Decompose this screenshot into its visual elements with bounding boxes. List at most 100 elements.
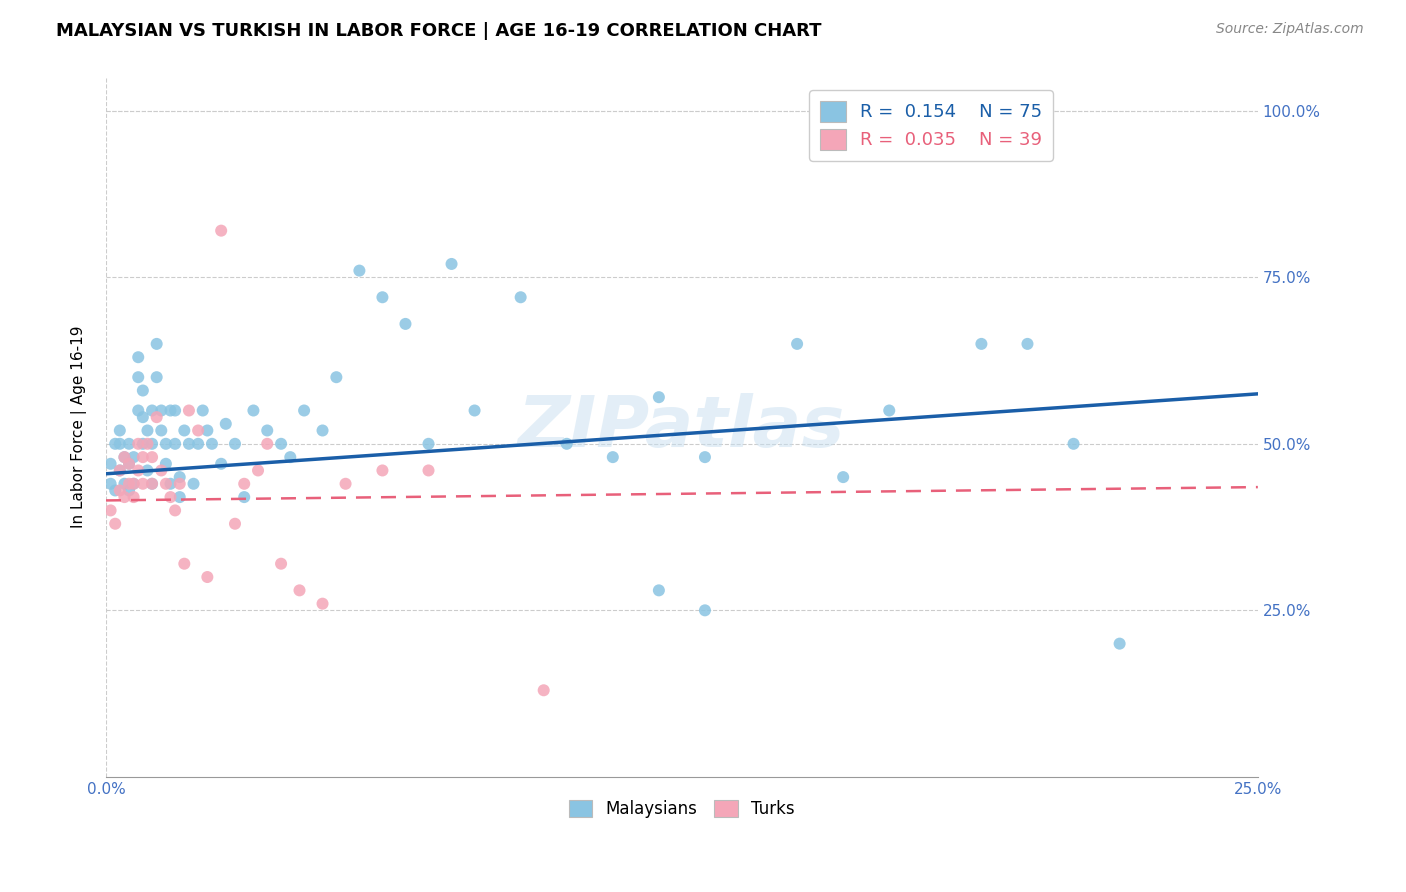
Point: [786, 337, 808, 351]
Point: [100, 476, 122, 491]
Point: [169, 476, 191, 491]
Point: [127, 463, 149, 477]
Point: [127, 403, 149, 417]
Point: [165, 503, 187, 517]
Point: [108, 463, 131, 477]
Point: [270, 557, 292, 571]
Point: [349, 263, 371, 277]
Point: [112, 476, 135, 491]
Point: [311, 597, 333, 611]
Text: ZIPatlas: ZIPatlas: [519, 392, 845, 462]
Point: [187, 437, 209, 451]
Point: [648, 390, 671, 404]
Point: [247, 463, 270, 477]
Point: [270, 437, 292, 451]
Point: [132, 410, 155, 425]
Point: [533, 683, 555, 698]
Point: [464, 403, 486, 417]
Point: [118, 437, 141, 451]
Point: [122, 476, 145, 491]
Point: [104, 483, 127, 498]
Point: [970, 337, 993, 351]
Point: [127, 370, 149, 384]
Point: [155, 476, 177, 491]
Point: [104, 516, 127, 531]
Point: [177, 403, 200, 417]
Point: [325, 370, 347, 384]
Point: [187, 424, 209, 438]
Point: [104, 437, 127, 451]
Point: [242, 403, 264, 417]
Point: [159, 403, 181, 417]
Point: [165, 437, 187, 451]
Point: [877, 403, 900, 417]
Point: [132, 476, 155, 491]
Point: [150, 403, 173, 417]
Point: [195, 570, 218, 584]
Point: [292, 403, 315, 417]
Point: [1063, 437, 1085, 451]
Point: [132, 437, 155, 451]
Point: [108, 424, 131, 438]
Point: [118, 457, 141, 471]
Point: [127, 437, 149, 451]
Point: [118, 476, 141, 491]
Point: [215, 417, 238, 431]
Point: [1017, 337, 1039, 351]
Point: [278, 450, 301, 464]
Point: [233, 490, 256, 504]
Point: [509, 290, 531, 304]
Point: [371, 290, 394, 304]
Point: [256, 437, 278, 451]
Point: [555, 437, 578, 451]
Point: [1108, 637, 1130, 651]
Point: [108, 437, 131, 451]
Point: [335, 476, 357, 491]
Text: Source: ZipAtlas.com: Source: ZipAtlas.com: [1216, 22, 1364, 37]
Point: [224, 437, 246, 451]
Point: [132, 384, 155, 398]
Point: [201, 437, 224, 451]
Point: [256, 424, 278, 438]
Point: [693, 450, 716, 464]
Point: [173, 424, 195, 438]
Point: [145, 337, 167, 351]
Point: [209, 457, 232, 471]
Point: [122, 476, 145, 491]
Point: [418, 463, 440, 477]
Point: [311, 424, 333, 438]
Point: [159, 476, 181, 491]
Point: [233, 476, 256, 491]
Point: [141, 437, 163, 451]
Legend: Malaysians, Turks: Malaysians, Turks: [562, 793, 801, 824]
Point: [440, 257, 463, 271]
Point: [155, 457, 177, 471]
Point: [169, 470, 191, 484]
Point: [145, 410, 167, 425]
Point: [177, 437, 200, 451]
Point: [122, 450, 145, 464]
Point: [136, 437, 159, 451]
Point: [371, 463, 394, 477]
Point: [108, 463, 131, 477]
Point: [127, 350, 149, 364]
Point: [209, 224, 232, 238]
Point: [165, 403, 187, 417]
Point: [693, 603, 716, 617]
Point: [141, 476, 163, 491]
Point: [169, 490, 191, 504]
Point: [100, 503, 122, 517]
Point: [112, 490, 135, 504]
Y-axis label: In Labor Force | Age 16-19: In Labor Force | Age 16-19: [72, 326, 87, 528]
Point: [136, 463, 159, 477]
Point: [394, 317, 416, 331]
Text: MALAYSIAN VS TURKISH IN LABOR FORCE | AGE 16-19 CORRELATION CHART: MALAYSIAN VS TURKISH IN LABOR FORCE | AG…: [56, 22, 821, 40]
Point: [195, 424, 218, 438]
Point: [155, 437, 177, 451]
Point: [224, 516, 246, 531]
Point: [141, 450, 163, 464]
Point: [141, 403, 163, 417]
Point: [108, 483, 131, 498]
Point: [118, 483, 141, 498]
Point: [122, 490, 145, 504]
